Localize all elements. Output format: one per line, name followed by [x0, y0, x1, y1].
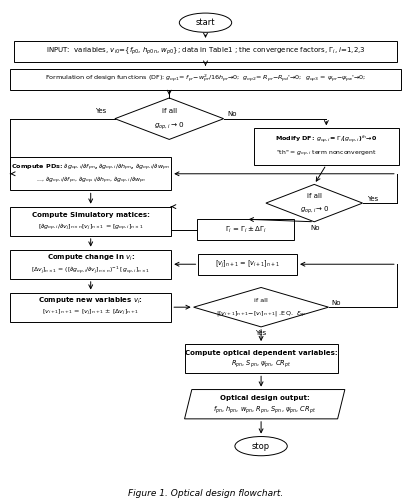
Text: No: No [228, 111, 237, 117]
Polygon shape [185, 390, 345, 419]
Text: $R_{pn}$, $S_{pn}$, $\psi_{pn}$, $CR_{pt}$: $R_{pn}$, $S_{pn}$, $\psi_{pn}$, $CR_{pt… [231, 359, 291, 370]
FancyBboxPatch shape [185, 344, 337, 374]
Text: stop: stop [252, 442, 270, 450]
Text: [$\Delta v_j$]$_{n\times 1}$ = ([$\partial g_{op,i}/\partial v_j$]$_{n\times n}$: [$\Delta v_j$]$_{n\times 1}$ = ([$\parti… [31, 264, 150, 276]
Text: if all: if all [307, 194, 322, 200]
FancyBboxPatch shape [10, 292, 171, 322]
Text: Yes: Yes [255, 330, 266, 336]
Text: No: No [310, 225, 320, 231]
FancyBboxPatch shape [197, 220, 294, 240]
FancyBboxPatch shape [10, 250, 171, 279]
FancyBboxPatch shape [10, 157, 171, 190]
FancyBboxPatch shape [10, 68, 401, 90]
Text: Compute Simulatory matices:: Compute Simulatory matices: [32, 212, 150, 218]
Ellipse shape [179, 13, 232, 32]
Polygon shape [266, 184, 363, 222]
Text: if all: if all [162, 108, 177, 114]
Polygon shape [194, 288, 328, 327]
Text: ..., $\partial g_{op,i}/\partial f_{pn}$, $\partial g_{op,i}/\partial h_{pn}$, $: ..., $\partial g_{op,i}/\partial f_{pn}$… [35, 175, 146, 186]
Text: $\Gamma_i$ = $\Gamma_i \pm \Delta\Gamma_i$: $\Gamma_i$ = $\Gamma_i \pm \Delta\Gamma_… [225, 225, 267, 235]
Text: "th" = $g_{op,i}$ term nonconvergent: "th" = $g_{op,i}$ term nonconvergent [276, 148, 376, 159]
Text: Compute new variables $v_i$:: Compute new variables $v_i$: [38, 296, 143, 306]
Text: Yes: Yes [95, 108, 107, 114]
Polygon shape [115, 98, 224, 140]
Text: $f_{pn}$, $h_{pn}$, $w_{pn}$, $R_{pn}$, $S_{pn}$, $\psi_{pn}$, $CR_{pt}$: $f_{pn}$, $h_{pn}$, $w_{pn}$, $R_{pn}$, … [213, 404, 316, 416]
FancyBboxPatch shape [254, 128, 399, 164]
Text: Compute PDs: $\partial g_{op,i}/\partial f_{pn}$, $\partial g_{op,i}/\partial h_: Compute PDs: $\partial g_{op,i}/\partial… [12, 162, 170, 172]
Text: Modify DF: $g_{op,i}$= $\Gamma_i$($g_{op,i}$)$^{th}$→0: Modify DF: $g_{op,i}$= $\Gamma_i$($g_{op… [275, 134, 377, 145]
Text: Compute change in $v_i$:: Compute change in $v_i$: [46, 254, 135, 264]
Text: No: No [332, 300, 341, 306]
Text: Yes: Yes [367, 196, 378, 202]
Text: $g_{op,i}\rightarrow 0$: $g_{op,i}\rightarrow 0$ [300, 204, 329, 216]
Text: [$\partial g_{op,i}/\partial v_j$]$_{n\times n}$[$v_j$]$_{n\times 1}$ = [$g_{op,: [$\partial g_{op,i}/\partial v_j$]$_{n\t… [38, 222, 143, 232]
Text: Formulation of design functions (DF): $g_{op1}$= $f_{pr}$−$w_{pr}^{2}$/16$h_{pr}: Formulation of design functions (DF): $g… [45, 73, 366, 86]
Text: [$v_{i+1}$]$_{n+1}$ = [$v_j$]$_{n+1}$ $\pm$ [$\Delta v_j$]$_{n+1}$: [$v_{i+1}$]$_{n+1}$ = [$v_j$]$_{n+1}$ $\… [42, 308, 139, 318]
FancyBboxPatch shape [199, 254, 297, 275]
FancyBboxPatch shape [14, 41, 397, 62]
Text: Compute optical dependent variables:: Compute optical dependent variables: [185, 350, 337, 356]
Text: $|$[$v_{i+1}$]$_{n+1}$−[$v_i$]$_{n+1}|$ .EQ.  $\xi_{sp}$: $|$[$v_{i+1}$]$_{n+1}$−[$v_i$]$_{n+1}|$ … [216, 310, 307, 319]
Text: $g_{op,i}\rightarrow 0$: $g_{op,i}\rightarrow 0$ [154, 120, 184, 132]
Text: Figure 1. Optical design flowchart.: Figure 1. Optical design flowchart. [128, 488, 283, 498]
Text: if all: if all [254, 298, 268, 302]
Text: INPUT:  variables, $v_{i0}$={$f_{p0}$, $h_{p0n}$, $w_{p0}$}; data in Table1 ; th: INPUT: variables, $v_{i0}$={$f_{p0}$, $h… [46, 46, 365, 57]
Text: [$v_j$]$_{n+1}$ = [$v_{i+1}$]$_{n+1}$: [$v_j$]$_{n+1}$ = [$v_{i+1}$]$_{n+1}$ [215, 258, 280, 270]
FancyBboxPatch shape [10, 206, 171, 236]
Text: Optical design output:: Optical design output: [220, 396, 309, 402]
Ellipse shape [235, 436, 287, 456]
Text: start: start [196, 18, 215, 27]
